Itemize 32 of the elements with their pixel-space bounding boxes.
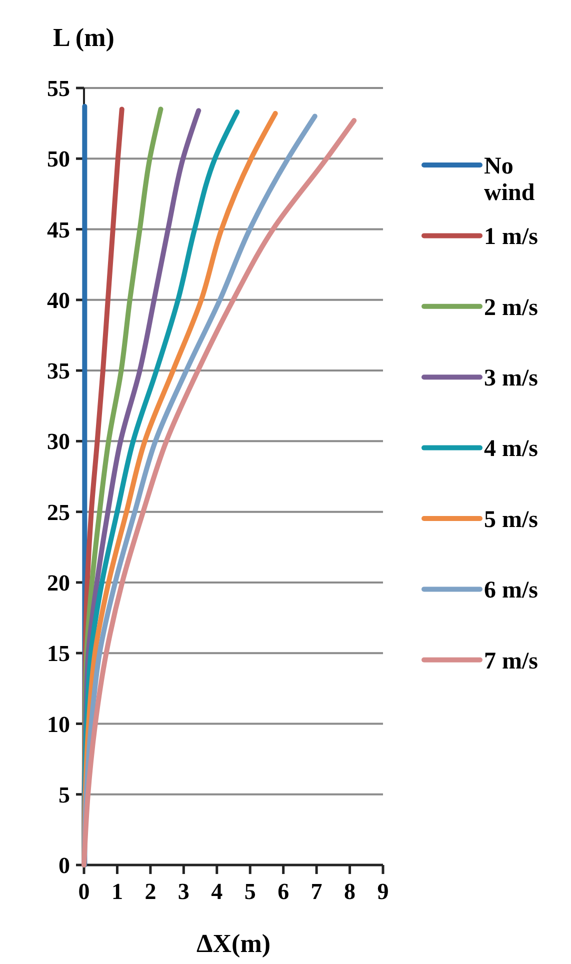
y-tick-label: 5 [58,782,70,808]
x-tick-label: 0 [78,879,90,904]
x-tick-label: 5 [244,879,256,904]
y-tick-label: 10 [47,712,70,737]
y-tick-label: 45 [47,217,70,242]
legend-label: No wind [484,153,536,206]
y-tick-label: 30 [47,429,70,454]
y-tick-label: 55 [47,76,70,102]
x-tick-label: 3 [178,879,190,904]
legend-label: 6 m/s [484,578,538,604]
legend-label: 4 m/s [484,436,538,462]
y-tick-label: 15 [47,641,70,666]
y-tick-label: 20 [47,570,70,596]
x-tick-label: 8 [344,879,356,904]
y-tick-label: 50 [47,146,70,172]
x-tick-label: 6 [278,879,290,904]
x-tick-label: 2 [144,879,156,904]
x-tick-label: 4 [211,879,224,904]
y-tick-label: 25 [47,500,70,525]
legend-label: 7 m/s [484,648,538,674]
legend-label: 3 m/s [484,366,538,392]
legend-label: 1 m/s [484,224,538,250]
legend-label: 2 m/s [484,294,538,321]
chart-title: L (m) [53,23,114,52]
x-tick-label: 9 [377,879,389,904]
legend-label: 5 m/s [484,506,538,533]
y-tick-label: 35 [47,358,70,384]
x-tick-label: 7 [310,879,322,904]
x-axis-title: ΔX(m) [196,929,271,958]
y-tick-label: 0 [58,853,70,878]
x-tick-label: 1 [111,879,123,904]
y-tick-label: 40 [47,288,70,313]
